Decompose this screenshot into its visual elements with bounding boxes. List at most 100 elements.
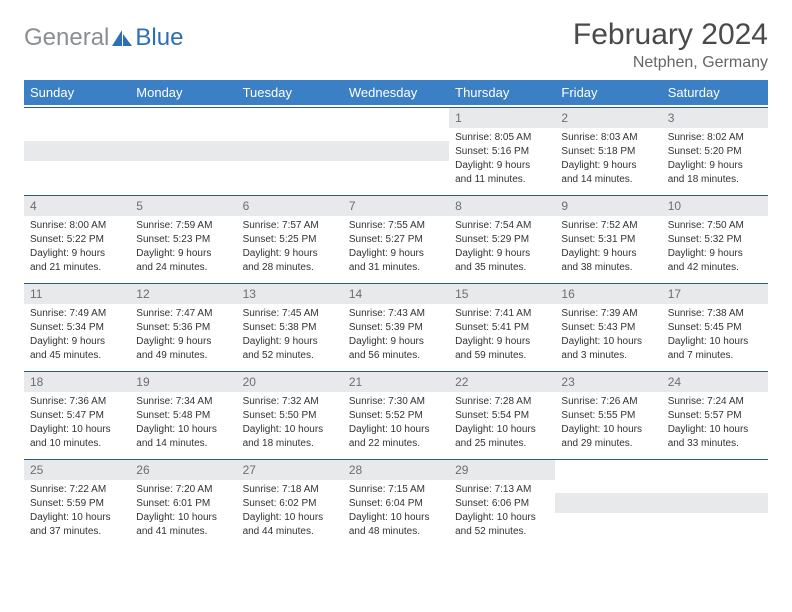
day-number: 4	[24, 196, 130, 216]
day-details: Sunrise: 7:28 AMSunset: 5:54 PMDaylight:…	[449, 392, 555, 457]
location: Netphen, Germany	[573, 54, 768, 72]
day-details: Sunrise: 7:30 AMSunset: 5:52 PMDaylight:…	[343, 392, 449, 457]
day-cell: 16Sunrise: 7:39 AMSunset: 5:43 PMDayligh…	[555, 283, 661, 369]
day-number: 15	[449, 284, 555, 304]
day-cell: 9Sunrise: 7:52 AMSunset: 5:31 PMDaylight…	[555, 195, 661, 281]
day-cell: 25Sunrise: 7:22 AMSunset: 5:59 PMDayligh…	[24, 459, 130, 545]
day-details: Sunrise: 8:03 AMSunset: 5:18 PMDaylight:…	[555, 128, 661, 193]
day-number: 1	[449, 108, 555, 128]
day-details: Sunrise: 7:38 AMSunset: 5:45 PMDaylight:…	[662, 304, 768, 369]
day-details: Sunrise: 7:47 AMSunset: 5:36 PMDaylight:…	[130, 304, 236, 369]
day-number: 18	[24, 372, 130, 392]
empty-cell	[237, 107, 343, 193]
day-details: Sunrise: 7:49 AMSunset: 5:34 PMDaylight:…	[24, 304, 130, 369]
day-details: Sunrise: 7:26 AMSunset: 5:55 PMDaylight:…	[555, 392, 661, 457]
day-cell: 23Sunrise: 7:26 AMSunset: 5:55 PMDayligh…	[555, 371, 661, 457]
day-number: 21	[343, 372, 449, 392]
empty-cell	[130, 107, 236, 193]
empty-cell	[555, 459, 661, 545]
day-cell: 10Sunrise: 7:50 AMSunset: 5:32 PMDayligh…	[662, 195, 768, 281]
week-row: 25Sunrise: 7:22 AMSunset: 5:59 PMDayligh…	[24, 459, 768, 545]
week-row: 4Sunrise: 8:00 AMSunset: 5:22 PMDaylight…	[24, 195, 768, 281]
day-details: Sunrise: 7:24 AMSunset: 5:57 PMDaylight:…	[662, 392, 768, 457]
day-details: Sunrise: 7:18 AMSunset: 6:02 PMDaylight:…	[237, 480, 343, 545]
day-details: Sunrise: 7:32 AMSunset: 5:50 PMDaylight:…	[237, 392, 343, 457]
day-number: 14	[343, 284, 449, 304]
day-details: Sunrise: 7:20 AMSunset: 6:01 PMDaylight:…	[130, 480, 236, 545]
dayname-4: Thursday	[449, 80, 555, 105]
day-number: 12	[130, 284, 236, 304]
logo-text-1: General	[24, 24, 109, 52]
week-row: 18Sunrise: 7:36 AMSunset: 5:47 PMDayligh…	[24, 371, 768, 457]
day-cell: 21Sunrise: 7:30 AMSunset: 5:52 PMDayligh…	[343, 371, 449, 457]
day-details: Sunrise: 7:15 AMSunset: 6:04 PMDaylight:…	[343, 480, 449, 545]
day-number: 17	[662, 284, 768, 304]
header: General Blue February 2024 Netphen, Germ…	[24, 18, 768, 72]
day-number: 27	[237, 460, 343, 480]
logo-text-2: Blue	[135, 24, 183, 52]
dayname-5: Friday	[555, 80, 661, 105]
day-cell: 22Sunrise: 7:28 AMSunset: 5:54 PMDayligh…	[449, 371, 555, 457]
day-number: 25	[24, 460, 130, 480]
day-details: Sunrise: 7:43 AMSunset: 5:39 PMDaylight:…	[343, 304, 449, 369]
day-number: 13	[237, 284, 343, 304]
day-cell: 2Sunrise: 8:03 AMSunset: 5:18 PMDaylight…	[555, 107, 661, 193]
day-cell: 19Sunrise: 7:34 AMSunset: 5:48 PMDayligh…	[130, 371, 236, 457]
day-details: Sunrise: 7:57 AMSunset: 5:25 PMDaylight:…	[237, 216, 343, 281]
sail-icon	[111, 29, 133, 47]
day-cell: 26Sunrise: 7:20 AMSunset: 6:01 PMDayligh…	[130, 459, 236, 545]
day-cell: 17Sunrise: 7:38 AMSunset: 5:45 PMDayligh…	[662, 283, 768, 369]
day-number: 16	[555, 284, 661, 304]
day-cell: 28Sunrise: 7:15 AMSunset: 6:04 PMDayligh…	[343, 459, 449, 545]
day-details: Sunrise: 7:55 AMSunset: 5:27 PMDaylight:…	[343, 216, 449, 281]
day-details: Sunrise: 7:59 AMSunset: 5:23 PMDaylight:…	[130, 216, 236, 281]
dayname-3: Wednesday	[343, 80, 449, 105]
day-details: Sunrise: 8:00 AMSunset: 5:22 PMDaylight:…	[24, 216, 130, 281]
dayname-0: Sunday	[24, 80, 130, 105]
empty-cell	[24, 107, 130, 193]
day-cell: 24Sunrise: 7:24 AMSunset: 5:57 PMDayligh…	[662, 371, 768, 457]
day-number: 10	[662, 196, 768, 216]
day-cell: 15Sunrise: 7:41 AMSunset: 5:41 PMDayligh…	[449, 283, 555, 369]
day-details: Sunrise: 8:05 AMSunset: 5:16 PMDaylight:…	[449, 128, 555, 193]
day-cell: 6Sunrise: 7:57 AMSunset: 5:25 PMDaylight…	[237, 195, 343, 281]
day-number: 23	[555, 372, 661, 392]
day-number: 8	[449, 196, 555, 216]
day-details: Sunrise: 7:36 AMSunset: 5:47 PMDaylight:…	[24, 392, 130, 457]
day-cell: 11Sunrise: 7:49 AMSunset: 5:34 PMDayligh…	[24, 283, 130, 369]
day-number: 9	[555, 196, 661, 216]
day-number: 5	[130, 196, 236, 216]
day-cell: 3Sunrise: 8:02 AMSunset: 5:20 PMDaylight…	[662, 107, 768, 193]
calendar-table: SundayMondayTuesdayWednesdayThursdayFrid…	[24, 78, 768, 547]
day-cell: 14Sunrise: 7:43 AMSunset: 5:39 PMDayligh…	[343, 283, 449, 369]
day-cell: 27Sunrise: 7:18 AMSunset: 6:02 PMDayligh…	[237, 459, 343, 545]
day-number: 7	[343, 196, 449, 216]
day-number: 22	[449, 372, 555, 392]
day-details: Sunrise: 7:50 AMSunset: 5:32 PMDaylight:…	[662, 216, 768, 281]
day-number: 19	[130, 372, 236, 392]
day-cell: 12Sunrise: 7:47 AMSunset: 5:36 PMDayligh…	[130, 283, 236, 369]
calendar-header-row: SundayMondayTuesdayWednesdayThursdayFrid…	[24, 80, 768, 105]
day-number: 29	[449, 460, 555, 480]
day-details: Sunrise: 7:54 AMSunset: 5:29 PMDaylight:…	[449, 216, 555, 281]
day-cell: 20Sunrise: 7:32 AMSunset: 5:50 PMDayligh…	[237, 371, 343, 457]
day-details: Sunrise: 7:22 AMSunset: 5:59 PMDaylight:…	[24, 480, 130, 545]
empty-cell	[343, 107, 449, 193]
day-details: Sunrise: 7:39 AMSunset: 5:43 PMDaylight:…	[555, 304, 661, 369]
dayname-2: Tuesday	[237, 80, 343, 105]
day-number: 3	[662, 108, 768, 128]
week-row: 11Sunrise: 7:49 AMSunset: 5:34 PMDayligh…	[24, 283, 768, 369]
day-number: 11	[24, 284, 130, 304]
month-title: February 2024	[573, 18, 768, 52]
day-number: 20	[237, 372, 343, 392]
day-details: Sunrise: 7:52 AMSunset: 5:31 PMDaylight:…	[555, 216, 661, 281]
day-number: 2	[555, 108, 661, 128]
day-cell: 1Sunrise: 8:05 AMSunset: 5:16 PMDaylight…	[449, 107, 555, 193]
day-cell: 4Sunrise: 8:00 AMSunset: 5:22 PMDaylight…	[24, 195, 130, 281]
day-details: Sunrise: 8:02 AMSunset: 5:20 PMDaylight:…	[662, 128, 768, 193]
day-cell: 18Sunrise: 7:36 AMSunset: 5:47 PMDayligh…	[24, 371, 130, 457]
day-details: Sunrise: 7:34 AMSunset: 5:48 PMDaylight:…	[130, 392, 236, 457]
day-cell: 7Sunrise: 7:55 AMSunset: 5:27 PMDaylight…	[343, 195, 449, 281]
title-block: February 2024 Netphen, Germany	[573, 18, 768, 72]
day-number: 26	[130, 460, 236, 480]
